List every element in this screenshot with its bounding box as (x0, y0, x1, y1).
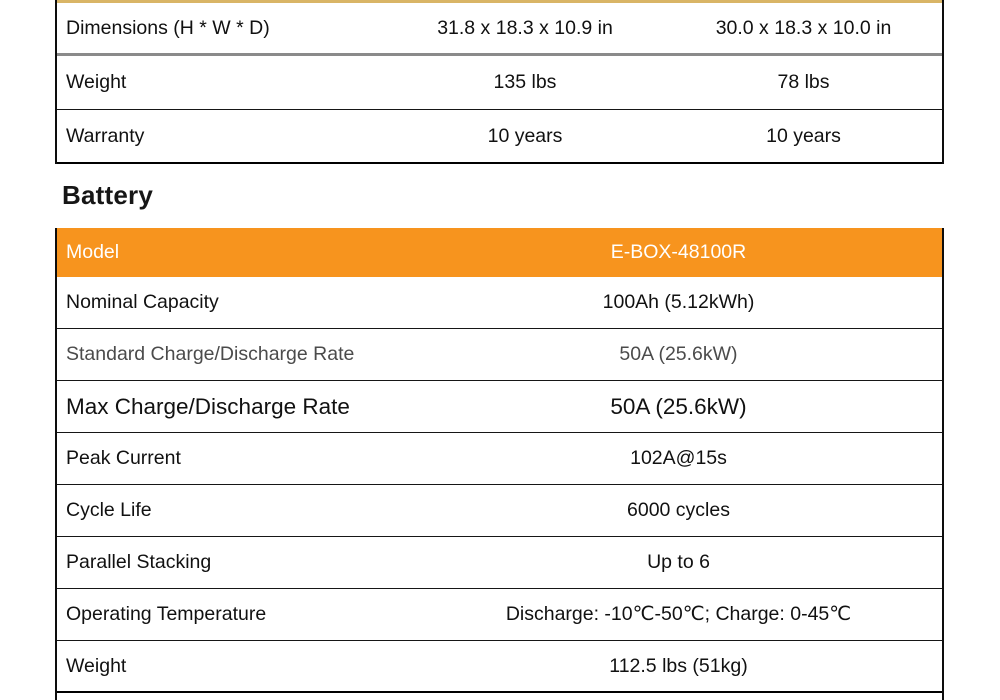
table-row: Dimensions (H * W * D) 31.8 x 18.3 x 10.… (57, 3, 942, 56)
row-value: 100Ah (5.12kWh) (602, 291, 755, 314)
battery-spec-table: Model E-BOX-48100R Nominal Capacity 100A… (55, 228, 944, 700)
table-row: Weight 112.5 lbs (51kg) (57, 641, 942, 693)
general-spec-table: Dimensions (H * W * D) 31.8 x 18.3 x 10.… (55, 0, 944, 164)
battery-table-header-row: Model E-BOX-48100R (57, 228, 942, 277)
row-value: Up to 6 (647, 551, 710, 574)
battery-header-value: E-BOX-48100R (610, 241, 747, 264)
table-row: Standard Charge/Discharge Rate 50A (25.6… (57, 329, 942, 381)
table-row: Nominal Capacity 100Ah (5.12kWh) (57, 277, 942, 329)
row-value-2: 10 years (766, 124, 841, 147)
row-label: Operating Temperature (66, 603, 267, 626)
row-label: Weight (66, 654, 127, 677)
row-label: Weight (66, 71, 127, 94)
table-row: Peak Current 102A@15s (57, 433, 942, 485)
section-title-battery: Battery (62, 180, 153, 210)
row-value: 6000 cycles (627, 499, 730, 522)
row-label: Warranty (66, 124, 145, 147)
table-row: Warranty 10 years 10 years (57, 110, 942, 164)
row-label: Standard Charge/Discharge Rate (66, 343, 355, 366)
row-label: Cycle Life (66, 499, 152, 522)
table-top-accent-line (57, 0, 942, 3)
battery-header-label: Model (66, 241, 120, 264)
row-label: Peak Current (66, 447, 181, 470)
row-label: Max Charge/Discharge Rate (66, 393, 350, 419)
row-value: 102A@15s (630, 447, 727, 470)
table-row: Max Charge/Discharge Rate 50A (25.6kW) (57, 381, 942, 433)
row-value-2: 30.0 x 18.3 x 10.0 in (715, 16, 892, 39)
row-label: Dimensions (H * W * D) (66, 16, 270, 39)
row-label: Nominal Capacity (66, 291, 219, 314)
row-label: Parallel Stacking (66, 551, 212, 574)
row-value: 50A (25.6kW) (619, 343, 738, 366)
row-value-1: 10 years (487, 124, 563, 147)
table-row: Weight 135 lbs 78 lbs (57, 56, 942, 110)
row-value-2: 78 lbs (777, 71, 830, 94)
row-value: Discharge: -10℃-50℃; Charge: 0-45℃ (505, 603, 852, 626)
table-row: Operating Temperature Discharge: -10℃-50… (57, 589, 942, 641)
row-value: 112.5 lbs (51kg) (609, 654, 748, 677)
table-row: Cycle Life 6000 cycles (57, 485, 942, 537)
row-value-1: 31.8 x 18.3 x 10.9 in (437, 16, 613, 39)
row-value: 50A (25.6kW) (610, 393, 747, 419)
row-value-1: 135 lbs (493, 71, 557, 94)
table-row: Parallel Stacking Up to 6 (57, 537, 942, 589)
